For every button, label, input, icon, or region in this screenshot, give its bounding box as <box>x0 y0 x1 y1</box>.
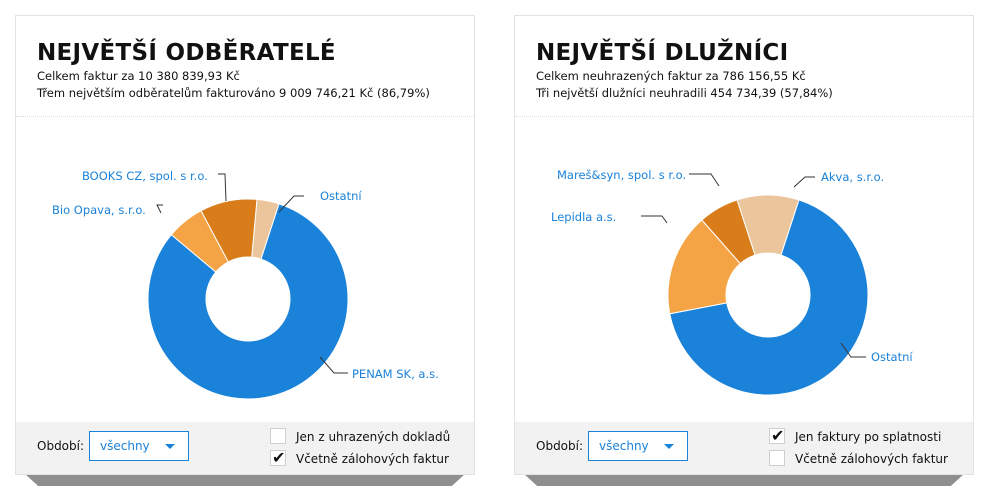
card-title: NEJVĚTŠÍ ODBĚRATELÉ <box>37 40 336 66</box>
label-bio-opava: Bio Opava, s.r.o. <box>52 203 146 217</box>
card-header: NEJVĚTŠÍ DLUŽNÍCI Celkem neuhrazených fa… <box>536 38 963 102</box>
leader-line-books-cz <box>218 173 227 202</box>
total-invoices-text: Celkem faktur za 10 380 839,93 Kč <box>37 69 240 83</box>
biggest-customers-card: NEJVĚTŠÍ ODBĚRATELÉ Celkem faktur za 10 … <box>15 15 475 475</box>
period-select[interactable]: všechny <box>588 431 688 461</box>
paid-only-label: Jen z uhrazených dokladů <box>296 430 451 444</box>
slice-akva-s-r-o-[interactable] <box>736 194 800 256</box>
card-title: NEJVĚTŠÍ DLUŽNÍCI <box>536 40 789 66</box>
include-advance-label: Včetně zálohových faktur <box>296 452 449 466</box>
debtors-donut-chart: Mareš&syn, spol. s r.o. Lepidla a.s. Akv… <box>515 117 973 423</box>
overdue-only-label: Jen faktury po splatnosti <box>795 430 942 444</box>
checkmark-icon: ✔ <box>272 448 286 467</box>
filter-bar: Období: všechny ✔ Jen faktury po splatno… <box>515 422 973 474</box>
include-advance-label: Včetně zálohových faktur <box>795 452 948 466</box>
unpaid-total-text: Celkem neuhrazených faktur za 786 156,55… <box>536 69 806 83</box>
donut-slices <box>147 198 349 400</box>
top-debtors-text: Tři největší dlužníci neuhradili 454 734… <box>536 86 833 100</box>
chevron-down-icon <box>664 444 674 449</box>
period-value: všechny <box>599 439 649 453</box>
leader-line-lepidla <box>641 215 668 224</box>
label-ostatni: Ostatní <box>320 189 362 203</box>
slice-ostatn-[interactable] <box>669 199 869 396</box>
chevron-down-icon <box>165 444 175 449</box>
period-label: Období: <box>37 439 85 453</box>
filter-bar: Období: všechny Jen z uhrazených dokladů… <box>16 422 474 474</box>
card-shadow-right <box>524 474 964 486</box>
checkbox-box[interactable]: ✔ <box>270 448 286 467</box>
biggest-debtors-card: NEJVĚTŠÍ DLUŽNÍCI Celkem neuhrazených fa… <box>514 15 974 475</box>
leader-line-mares <box>689 173 720 187</box>
label-penam: PENAM SK, a.s. <box>352 367 439 381</box>
customers-donut-chart: Bio Opava, s.r.o. BOOKS CZ, spol. s r.o.… <box>16 117 474 423</box>
leader-line-ostatni <box>278 195 304 213</box>
divider <box>16 116 474 117</box>
period-select[interactable]: všechny <box>89 431 189 461</box>
label-akva: Akva, s.r.o. <box>821 170 884 184</box>
card-shadow-left <box>25 474 465 486</box>
period-label: Období: <box>536 439 584 453</box>
label-mares: Mareš&syn, spol. s r.o. <box>557 168 686 182</box>
divider <box>515 116 973 117</box>
top-customers-text: Třem největším odběratelům fakturováno 9… <box>37 86 430 100</box>
period-value: všechny <box>100 439 150 453</box>
card-header: NEJVĚTŠÍ ODBĚRATELÉ Celkem faktur za 10 … <box>37 38 464 102</box>
leader-line-penam <box>319 356 348 374</box>
leader-line-ostatni <box>840 342 866 358</box>
checkbox-box[interactable]: ✔ <box>769 426 785 445</box>
donut-slices <box>667 194 869 396</box>
slice-penam-sk-a-s-[interactable] <box>147 203 349 400</box>
leader-line-bio-opava <box>156 204 163 214</box>
label-ostatni: Ostatní <box>871 350 913 364</box>
label-books-cz: BOOKS CZ, spol. s r.o. <box>82 169 208 183</box>
checkmark-icon: ✔ <box>771 426 785 445</box>
slice-ostatn-[interactable] <box>251 198 280 260</box>
checkbox-box[interactable] <box>769 450 785 466</box>
label-lepidla: Lepidla a.s. <box>551 210 616 224</box>
leader-line-akva <box>793 176 815 188</box>
checkbox-box[interactable] <box>270 428 286 444</box>
